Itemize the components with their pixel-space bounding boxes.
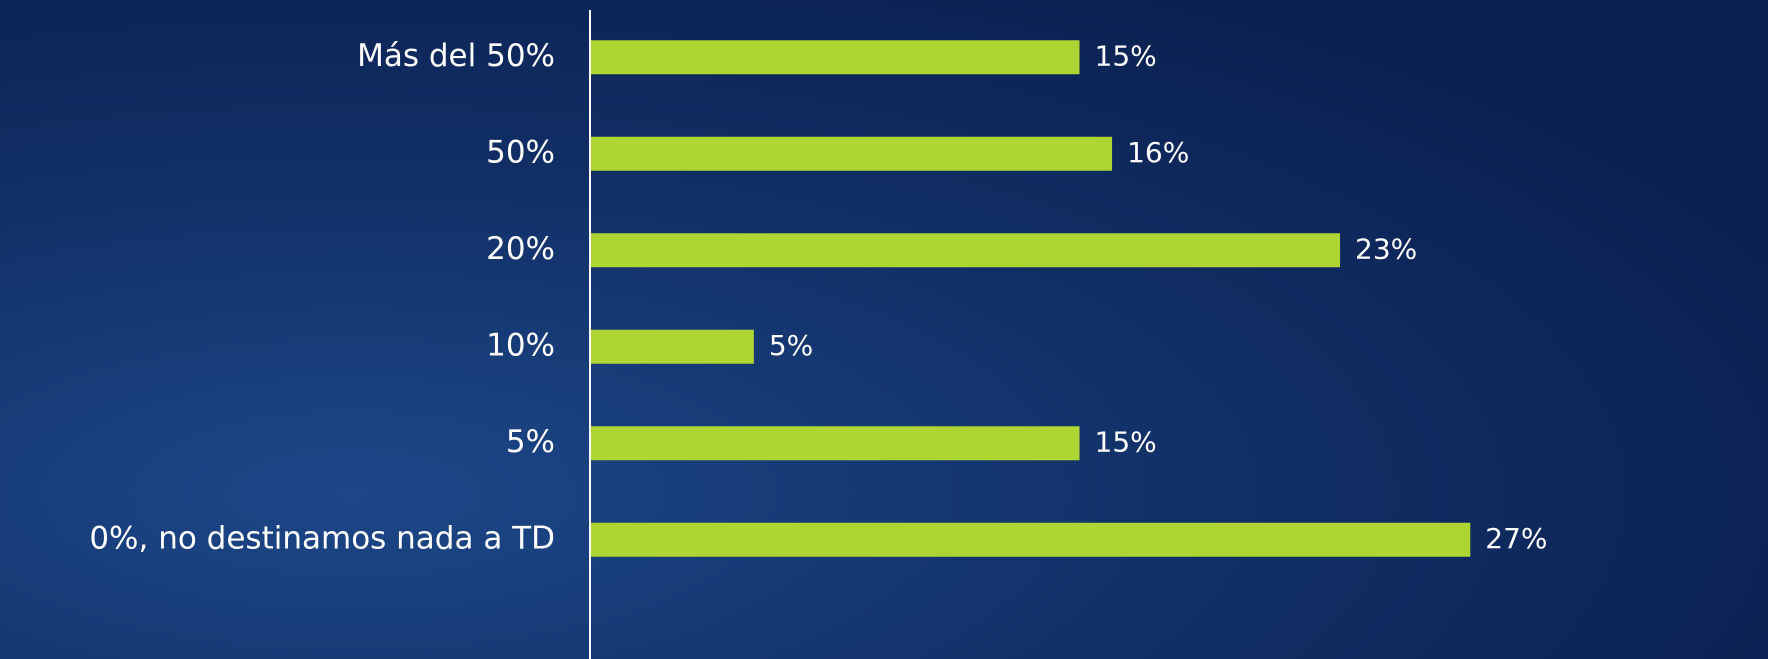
category-label: 50% xyxy=(486,134,555,170)
bar xyxy=(591,426,1080,461)
category-label: 10% xyxy=(486,327,555,363)
value-label: 23% xyxy=(1355,232,1417,265)
value-label: 16% xyxy=(1127,136,1189,169)
value-label: 27% xyxy=(1485,522,1547,555)
bar xyxy=(591,233,1341,268)
category-label: 0%, no destinamos nada a TD xyxy=(89,520,555,556)
value-label: 15% xyxy=(1095,425,1157,458)
category-label: Más del 50% xyxy=(357,38,555,74)
category-label: 5% xyxy=(506,424,555,460)
value-label: 15% xyxy=(1095,39,1157,72)
category-label: 20% xyxy=(486,231,555,267)
value-label: 5% xyxy=(769,329,813,362)
bar xyxy=(591,40,1080,75)
bar xyxy=(591,329,754,364)
bar xyxy=(591,136,1113,171)
bar xyxy=(591,522,1471,557)
